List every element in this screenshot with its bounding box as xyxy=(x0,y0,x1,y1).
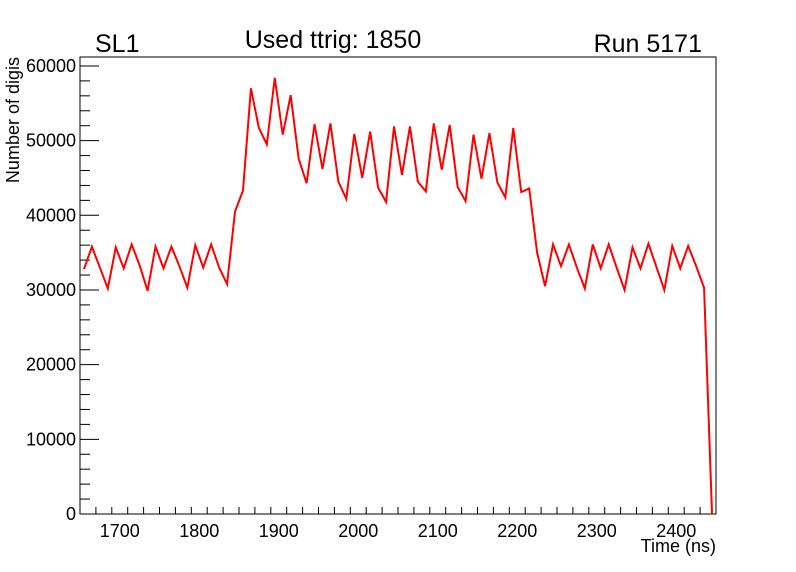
x-tick-label: 1700 xyxy=(100,521,140,541)
chart-right-label: Run 5171 xyxy=(594,30,702,58)
y-tick-label: 0 xyxy=(66,504,76,524)
x-axis-label: Time (ns) xyxy=(641,536,716,556)
x-tick-label: 2100 xyxy=(418,521,458,541)
y-tick-label: 40000 xyxy=(26,205,76,225)
y-axis: 0 10000 20000 30000 40000 50000 60000 xyxy=(26,56,99,524)
plot-frame xyxy=(79,56,717,515)
chart-title: Used ttrig: 1850 xyxy=(245,26,422,54)
x-tick-label: 2200 xyxy=(497,521,537,541)
series-line-digis xyxy=(83,77,714,515)
y-tick-label: 30000 xyxy=(26,280,76,300)
y-tick-label: 20000 xyxy=(26,355,76,375)
x-tick-label: 1800 xyxy=(179,521,219,541)
x-tick-label: 2300 xyxy=(577,521,617,541)
y-axis-label: Number of digis xyxy=(3,57,23,183)
x-axis: 1700 1800 1900 2000 2100 2200 2300 2400 xyxy=(79,507,717,541)
y-tick-label: 60000 xyxy=(26,56,76,76)
y-tick-label: 50000 xyxy=(26,131,76,151)
y-tick-label: 10000 xyxy=(26,429,76,449)
x-tick-label: 1900 xyxy=(259,521,299,541)
x-tick-label: 2400 xyxy=(656,521,696,541)
chart-left-label: SL1 xyxy=(95,30,139,58)
x-tick-label: 2000 xyxy=(338,521,378,541)
